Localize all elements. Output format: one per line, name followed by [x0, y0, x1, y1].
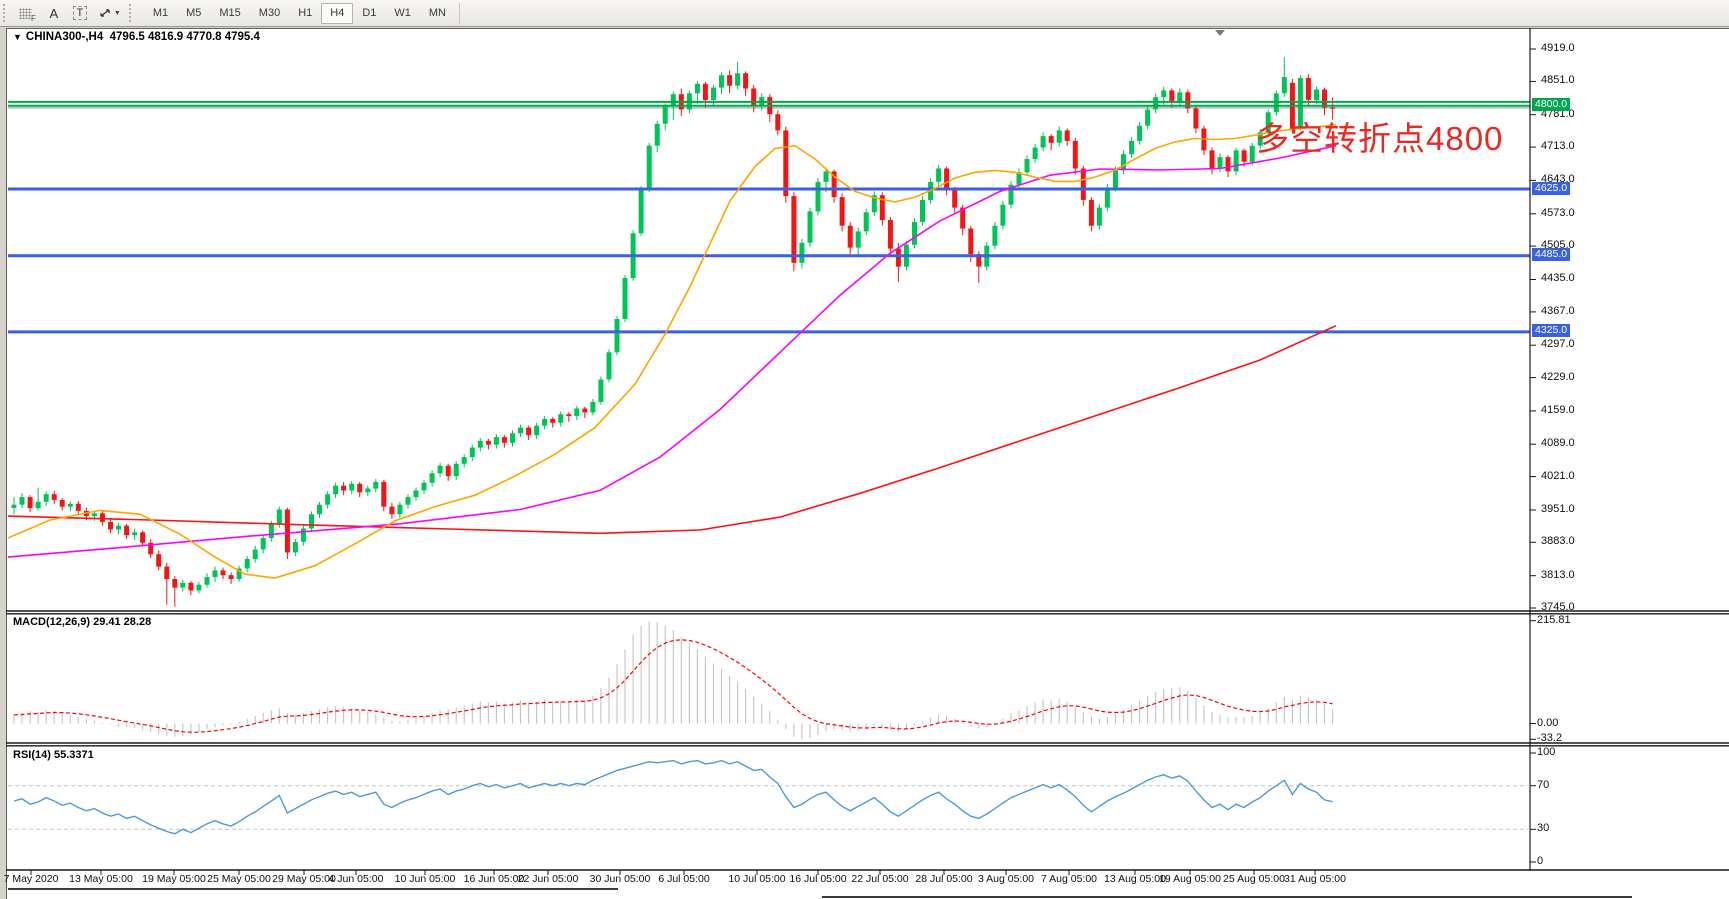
timeframe-h1[interactable]: H1 — [289, 3, 321, 24]
arrows-icon — [100, 9, 110, 17]
timeframe-m5[interactable]: M5 — [177, 3, 210, 24]
cursor-a-icon: A — [49, 5, 59, 21]
text-tool-button[interactable]: T — [67, 3, 93, 24]
arrows-tool-button[interactable]: ▼ — [93, 3, 126, 24]
timeframe-m15[interactable]: M15 — [210, 3, 249, 24]
toolbar-drag-handle[interactable] — [128, 4, 135, 22]
indicator-list-button[interactable]: F — [14, 3, 41, 24]
timeframe-d1[interactable]: D1 — [353, 3, 385, 24]
timeframe-m1[interactable]: M1 — [144, 3, 177, 24]
chart-plot-area[interactable] — [8, 29, 1530, 870]
timeframe-h4[interactable]: H4 — [321, 2, 354, 24]
text-tool-icon: T — [72, 6, 88, 20]
chart-shift-marker — [1215, 30, 1225, 36]
macd-panel — [13, 621, 1334, 740]
dropdown-caret-icon: ▼ — [113, 9, 121, 17]
rsi-panel — [8, 759, 1530, 835]
toolbar: F A T ▼ M1 M5 M15 M30 H1 H4 D1 W1 MN — [0, 0, 1729, 27]
docked-panel-edge — [822, 896, 1632, 898]
timeframe-w1[interactable]: W1 — [385, 3, 420, 24]
timeframe-group: M1 M5 M15 M30 H1 H4 D1 W1 MN — [144, 2, 460, 24]
toolbar-drag-handle[interactable] — [3, 4, 9, 22]
docked-panel-edge — [8, 888, 618, 890]
indicator-grid-icon — [19, 7, 32, 19]
indicator-grid-f-label: F — [31, 13, 36, 23]
timeframe-m30[interactable]: M30 — [250, 3, 289, 24]
cursor-tool-button[interactable]: A — [41, 3, 67, 24]
timeframe-mn[interactable]: MN — [420, 3, 455, 24]
